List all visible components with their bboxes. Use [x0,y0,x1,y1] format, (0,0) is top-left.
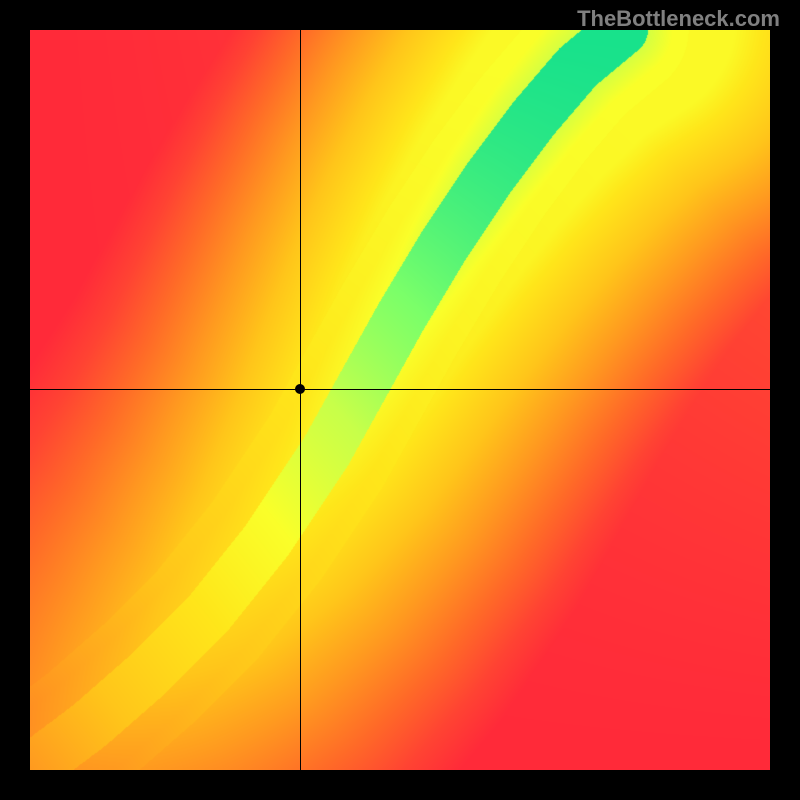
plot-area [30,30,770,770]
heatmap-canvas [30,30,770,770]
crosshair-horizontal [30,389,770,390]
watermark-text: TheBottleneck.com [577,6,780,32]
marker-point [295,384,305,394]
crosshair-vertical [300,30,301,770]
